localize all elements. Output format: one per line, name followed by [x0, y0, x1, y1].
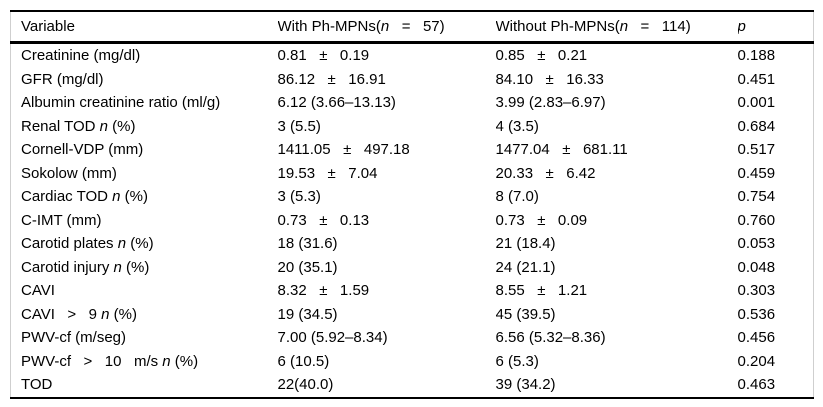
p-value-cell: 0.451	[737, 70, 776, 88]
with-mpns-cell: 20 (35.1)	[277, 258, 338, 276]
p-value-cell: 0.188	[737, 47, 776, 64]
table-row: Cornell-VDP (mm) 1411.05 ± 497.18 1477.0…	[11, 138, 814, 162]
variable-cell: C-IMT (mm)	[21, 211, 102, 229]
variable-cell: Carotid injury n (%)	[21, 258, 150, 276]
p-value-cell: 0.456	[737, 329, 776, 346]
variable-cell: Renal TOD n (%)	[21, 117, 136, 135]
variable-cell: CAVI > 9 n (%)	[21, 305, 138, 323]
with-mpns-cell: 19 (34.5)	[277, 305, 338, 323]
without-mpns-cell: 8 (7.0)	[495, 188, 539, 205]
with-mpns-cell: 0.81 ± 0.19	[277, 47, 370, 64]
with-mpns-cell: 0.73 ± 0.13	[277, 211, 370, 229]
p-value-cell: 0.517	[737, 141, 776, 158]
p-value-cell: 0.754	[737, 188, 776, 205]
without-mpns-cell: 24 (21.1)	[495, 258, 556, 276]
with-mpns-cell: 3 (5.5)	[277, 117, 321, 135]
with-mpns-cell: 7.00 (5.92–8.34)	[277, 329, 388, 346]
col-header-variable: Variable	[10, 11, 278, 44]
variable-cell: Cornell-VDP (mm)	[21, 141, 144, 158]
with-mpns-cell: 19.53 ± 7.04	[277, 164, 378, 182]
table-row: PWV-cf > 10 m/s n (%) 6 (10.5) 6 (5.3) 0…	[11, 350, 814, 374]
variable-cell: Albumin creatinine ratio (ml/g)	[21, 94, 221, 111]
col-header-without-ph-mpns: Without Ph-MPNs(n = 114)	[495, 11, 738, 44]
with-mpns-cell: 22(40.0)	[277, 376, 334, 393]
without-mpns-cell: 8.55 ± 1.21	[495, 282, 588, 299]
p-value-cell: 0.684	[737, 117, 776, 135]
table-row: PWV-cf (m/seg) 7.00 (5.92–8.34) 6.56 (5.…	[11, 326, 814, 350]
table-row: Albumin creatinine ratio (ml/g) 6.12 (3.…	[11, 91, 814, 115]
ph-mpns-comparison-table: Variable With Ph-MPNs(n = 57) Without Ph…	[10, 10, 814, 399]
col-header-p-value: p	[737, 11, 814, 44]
p-value-cell: 0.053	[737, 235, 776, 252]
col-header-with-ph-mpns: With Ph-MPNs(n = 57)	[277, 11, 496, 44]
header-row: Variable With Ph-MPNs(n = 57) Without Ph…	[10, 11, 814, 44]
with-mpns-cell: 6 (10.5)	[277, 352, 330, 370]
without-mpns-cell: 45 (39.5)	[495, 305, 556, 323]
variable-cell: Cardiac TOD n (%)	[21, 188, 148, 205]
p-value-cell: 0.048	[737, 258, 776, 276]
variable-cell: GFR (mg/dl)	[21, 70, 104, 88]
variable-cell: Sokolow (mm)	[21, 164, 117, 182]
without-mpns-cell: 20.33 ± 6.42	[495, 164, 596, 182]
without-mpns-cell: 1477.04 ± 681.11	[495, 141, 628, 158]
table-row: Carotid plates n (%) 18 (31.6) 21 (18.4)…	[11, 232, 814, 256]
variable-cell: Creatinine (mg/dl)	[21, 47, 141, 64]
table-row: GFR (mg/dl) 86.12 ± 16.91 84.10 ± 16.33 …	[11, 68, 814, 92]
p-value-cell: 0.001	[737, 94, 776, 111]
p-value-cell: 0.463	[737, 376, 776, 393]
without-mpns-cell: 21 (18.4)	[495, 235, 556, 252]
without-mpns-cell: 3.99 (2.83–6.97)	[495, 94, 606, 111]
table-row: Sokolow (mm) 19.53 ± 7.04 20.33 ± 6.42 0…	[11, 162, 814, 186]
variable-cell: TOD	[21, 376, 53, 393]
table-row: Renal TOD n (%) 3 (5.5) 4 (3.5) 0.684	[11, 115, 814, 139]
with-mpns-cell: 18 (31.6)	[277, 235, 338, 252]
table-row: C-IMT (mm) 0.73 ± 0.13 0.73 ± 0.09 0.760	[11, 209, 814, 233]
without-mpns-cell: 39 (34.2)	[495, 376, 556, 393]
with-mpns-cell: 3 (5.3)	[277, 188, 321, 205]
table-body: Creatinine (mg/dl) 0.81 ± 0.19 0.85 ± 0.…	[11, 43, 814, 398]
without-mpns-cell: 6.56 (5.32–8.36)	[495, 329, 606, 346]
p-value-cell: 0.459	[737, 164, 776, 182]
with-mpns-cell: 8.32 ± 1.59	[277, 282, 370, 299]
p-value-cell: 0.204	[737, 352, 776, 370]
p-value-cell: 0.303	[737, 282, 776, 299]
table-row: TOD 22(40.0) 39 (34.2) 0.463	[11, 373, 814, 398]
without-mpns-cell: 0.73 ± 0.09	[495, 211, 588, 229]
variable-cell: PWV-cf > 10 m/s n (%)	[21, 352, 199, 370]
variable-cell: CAVI	[21, 282, 55, 299]
table-row: Cardiac TOD n (%) 3 (5.3) 8 (7.0) 0.754	[11, 185, 814, 209]
table-row: Creatinine (mg/dl) 0.81 ± 0.19 0.85 ± 0.…	[11, 43, 814, 68]
table-row: CAVI 8.32 ± 1.59 8.55 ± 1.21 0.303	[11, 279, 814, 303]
with-mpns-cell: 1411.05 ± 497.18	[277, 141, 410, 158]
table-row: CAVI > 9 n (%) 19 (34.5) 45 (39.5) 0.536	[11, 303, 814, 327]
with-mpns-cell: 6.12 (3.66–13.13)	[277, 94, 396, 111]
variable-cell: Carotid plates n (%)	[21, 235, 154, 252]
without-mpns-cell: 0.85 ± 0.21	[495, 47, 588, 64]
table-row: Carotid injury n (%) 20 (35.1) 24 (21.1)…	[11, 256, 814, 280]
without-mpns-cell: 6 (5.3)	[495, 352, 539, 370]
p-value-cell: 0.536	[737, 305, 776, 323]
without-mpns-cell: 84.10 ± 16.33	[495, 70, 604, 88]
table-header: Variable With Ph-MPNs(n = 57) Without Ph…	[10, 11, 814, 44]
with-mpns-cell: 86.12 ± 16.91	[277, 70, 386, 88]
p-value-cell: 0.760	[737, 211, 776, 229]
variable-cell: PWV-cf (m/seg)	[21, 329, 127, 346]
without-mpns-cell: 4 (3.5)	[495, 117, 539, 135]
